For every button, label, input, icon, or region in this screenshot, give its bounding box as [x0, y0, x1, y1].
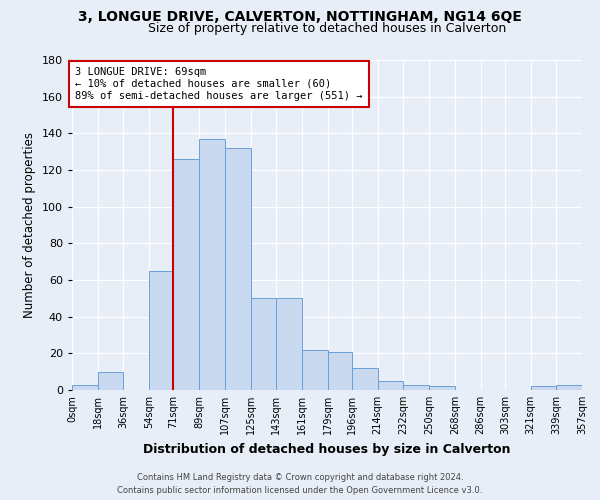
Bar: [429, 386, 455, 390]
Bar: [72, 384, 98, 390]
Bar: [251, 298, 276, 390]
Title: Size of property relative to detached houses in Calverton: Size of property relative to detached ho…: [148, 22, 506, 35]
X-axis label: Distribution of detached houses by size in Calverton: Distribution of detached houses by size …: [143, 442, 511, 456]
Bar: [302, 350, 328, 390]
Bar: [582, 384, 600, 390]
Text: Contains HM Land Registry data © Crown copyright and database right 2024.
Contai: Contains HM Land Registry data © Crown c…: [118, 474, 482, 495]
Bar: [225, 148, 251, 390]
Y-axis label: Number of detached properties: Number of detached properties: [23, 132, 36, 318]
Bar: [276, 298, 302, 390]
Bar: [173, 159, 199, 390]
Bar: [199, 139, 225, 390]
Bar: [530, 386, 556, 390]
Bar: [328, 352, 352, 390]
Bar: [352, 368, 378, 390]
Text: 3 LONGUE DRIVE: 69sqm
← 10% of detached houses are smaller (60)
89% of semi-deta: 3 LONGUE DRIVE: 69sqm ← 10% of detached …: [75, 68, 362, 100]
Bar: [403, 384, 429, 390]
Text: 3, LONGUE DRIVE, CALVERTON, NOTTINGHAM, NG14 6QE: 3, LONGUE DRIVE, CALVERTON, NOTTINGHAM, …: [78, 10, 522, 24]
Bar: [98, 372, 124, 390]
Bar: [149, 271, 173, 390]
Bar: [378, 381, 403, 390]
Bar: [556, 384, 582, 390]
